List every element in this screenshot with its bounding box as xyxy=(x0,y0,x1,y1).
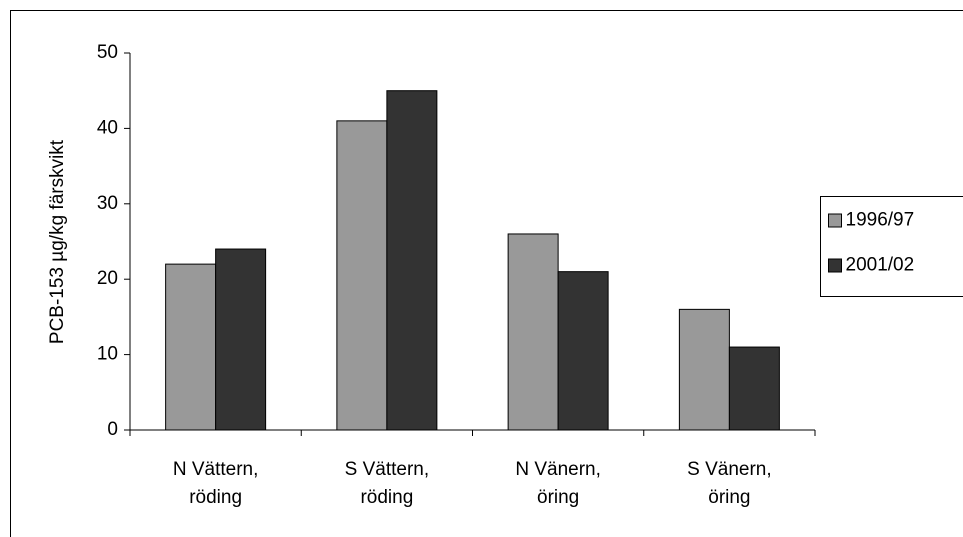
bar xyxy=(557,271,609,431)
legend-swatch xyxy=(828,213,842,228)
x-tick-label: N Vänern, öring xyxy=(515,459,601,508)
legend-box xyxy=(820,196,963,297)
bar xyxy=(215,248,267,431)
bar xyxy=(165,263,217,431)
y-tick-label: 10 xyxy=(97,344,118,365)
y-tick-label: 30 xyxy=(97,193,118,214)
y-tick-label: 50 xyxy=(97,42,118,63)
legend-label: 1996/97 xyxy=(846,210,915,231)
x-tick-label: S Vättern, röding xyxy=(345,459,430,508)
bar xyxy=(678,308,730,431)
y-tick-label: 0 xyxy=(107,419,118,440)
legend-label: 2001/02 xyxy=(846,255,915,276)
y-tick-label: 40 xyxy=(97,117,118,138)
x-tick-label: S Vänern, öring xyxy=(687,459,772,508)
bar xyxy=(728,346,780,431)
bar xyxy=(336,120,388,431)
x-tick-label: N Vättern, röding xyxy=(173,459,259,508)
bar xyxy=(386,90,438,431)
y-tick-label: 20 xyxy=(97,268,118,289)
y-axis-label: PCB-153 µg/kg färskvikt xyxy=(47,139,68,344)
bar xyxy=(507,233,559,431)
legend-swatch xyxy=(828,258,842,273)
